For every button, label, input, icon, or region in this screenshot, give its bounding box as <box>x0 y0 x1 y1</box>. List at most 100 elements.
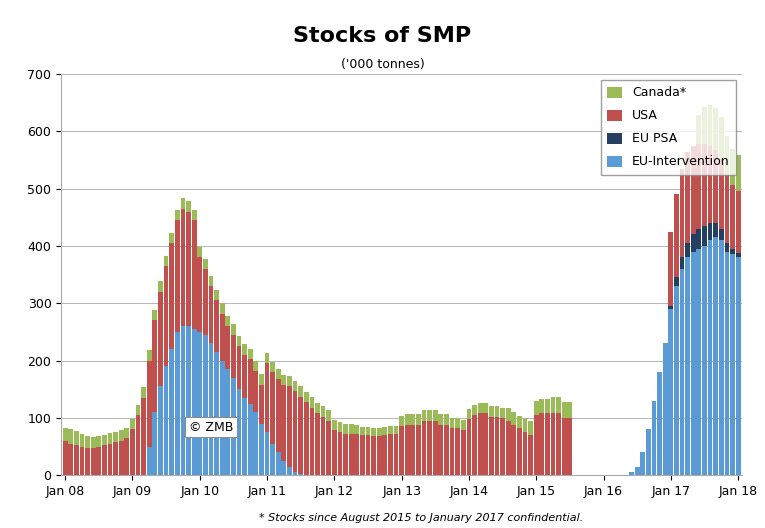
Bar <box>529 421 533 435</box>
Bar <box>343 423 348 434</box>
Bar <box>568 418 572 475</box>
Bar <box>248 348 252 359</box>
Bar <box>91 448 96 475</box>
Bar <box>534 415 539 475</box>
Bar <box>181 326 185 475</box>
Bar <box>186 212 191 326</box>
Bar <box>562 402 567 418</box>
Bar <box>416 414 421 425</box>
Bar <box>226 316 230 326</box>
Bar <box>500 418 505 475</box>
Bar <box>730 185 735 249</box>
Bar <box>399 416 404 427</box>
Bar <box>130 429 135 475</box>
Bar <box>629 473 634 475</box>
Bar <box>209 343 213 475</box>
Bar <box>719 118 724 159</box>
Bar <box>253 361 259 371</box>
Bar <box>568 402 572 418</box>
Bar <box>539 413 544 475</box>
Bar <box>142 388 146 398</box>
Bar <box>243 355 247 398</box>
Bar <box>147 447 151 475</box>
Bar <box>489 417 493 475</box>
Bar <box>691 234 695 252</box>
Bar <box>175 332 180 475</box>
Bar <box>646 429 651 475</box>
Bar <box>428 421 432 475</box>
Bar <box>220 303 225 314</box>
Bar <box>696 249 702 475</box>
Bar <box>186 326 191 475</box>
Bar <box>85 448 90 475</box>
Bar <box>512 425 516 475</box>
Bar <box>696 144 702 229</box>
Bar <box>422 421 426 475</box>
Bar <box>730 149 735 185</box>
Bar <box>382 435 387 475</box>
Bar <box>304 402 308 475</box>
Bar <box>696 229 702 249</box>
Bar <box>551 397 555 413</box>
Bar <box>522 418 527 432</box>
Bar <box>265 353 269 363</box>
Bar <box>130 419 135 429</box>
Bar <box>428 410 432 421</box>
Bar <box>366 435 370 475</box>
Bar <box>248 359 252 403</box>
Bar <box>248 403 252 475</box>
Bar <box>119 430 124 441</box>
Bar <box>119 441 124 475</box>
Bar <box>175 220 180 332</box>
Bar <box>455 418 460 428</box>
Bar <box>461 430 466 475</box>
Bar <box>332 420 337 430</box>
Bar <box>293 391 298 473</box>
Bar <box>108 433 112 444</box>
Bar <box>253 371 259 412</box>
Bar <box>147 350 151 361</box>
Bar <box>556 413 561 475</box>
Bar <box>337 432 342 475</box>
Bar <box>298 386 303 397</box>
Bar <box>276 379 281 452</box>
Bar <box>186 201 191 212</box>
Bar <box>287 467 291 475</box>
Text: ('000 tonnes): ('000 tonnes) <box>340 58 425 71</box>
Bar <box>719 240 724 475</box>
Bar <box>702 107 707 145</box>
Bar <box>259 374 264 384</box>
Bar <box>265 363 269 432</box>
Bar <box>293 473 298 475</box>
Bar <box>125 438 129 475</box>
Bar <box>713 149 718 223</box>
Bar <box>450 428 454 475</box>
Bar <box>343 434 348 475</box>
Bar <box>298 397 303 474</box>
Bar <box>220 361 225 475</box>
Bar <box>433 410 438 421</box>
Bar <box>74 431 79 446</box>
Bar <box>669 232 673 306</box>
Bar <box>724 243 729 252</box>
Bar <box>63 441 67 475</box>
Bar <box>685 153 690 243</box>
Bar <box>142 398 146 475</box>
Bar <box>472 404 477 415</box>
Bar <box>181 209 185 326</box>
Bar <box>158 281 163 292</box>
Bar <box>226 326 230 369</box>
Bar <box>102 435 107 446</box>
Bar <box>85 436 90 448</box>
Bar <box>736 253 741 257</box>
Bar <box>495 417 500 475</box>
Bar <box>438 425 443 475</box>
Bar <box>713 108 718 149</box>
Bar <box>483 413 488 475</box>
Bar <box>411 425 415 475</box>
Bar <box>276 452 281 475</box>
Bar <box>708 223 712 240</box>
Bar <box>669 306 673 309</box>
Bar <box>467 409 471 419</box>
Bar <box>152 310 158 320</box>
